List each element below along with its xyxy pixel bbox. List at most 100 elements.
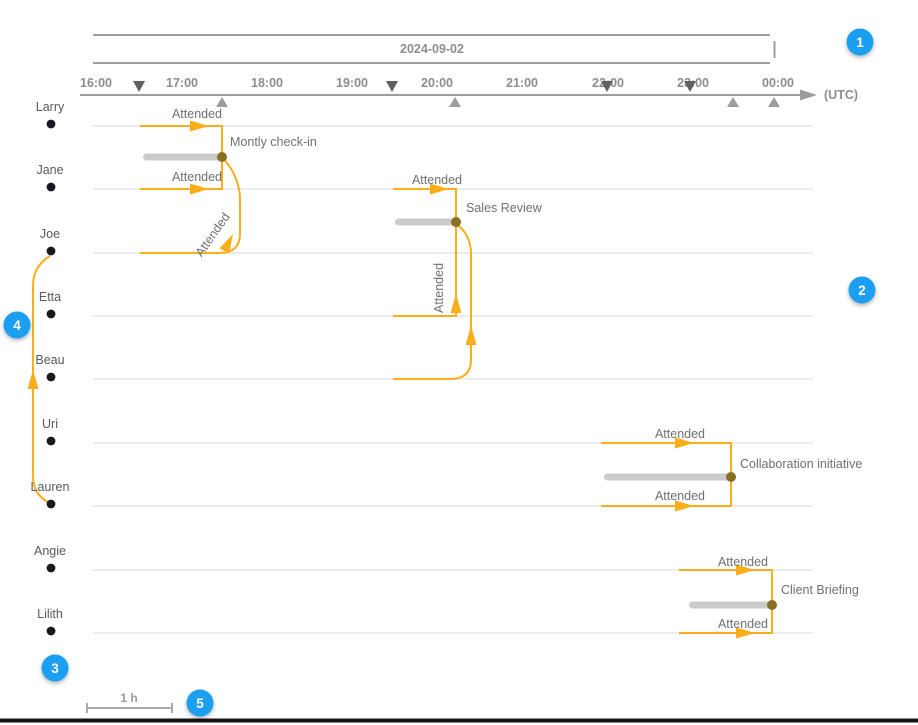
annotation-badge-1: 1 [846, 28, 874, 56]
person-label-lilith: Lilith [37, 607, 63, 621]
annotation-badge-4: 4 [3, 311, 31, 339]
event-label: Sales Review [466, 201, 543, 215]
attended-label-etta: Attended [432, 263, 446, 313]
date-label: 2024-09-02 [400, 42, 464, 56]
badge-circle [846, 28, 874, 56]
attended-label-angie: Attended [718, 555, 768, 569]
attended-edge-beau [393, 224, 472, 380]
tick-19: 19:00 [336, 76, 368, 90]
scale-label: 1 h [120, 691, 137, 705]
person-label-jane: Jane [36, 163, 63, 177]
person-label-joe: Joe [40, 227, 60, 241]
tick-21: 21:00 [506, 76, 538, 90]
attended-arrow-icon [736, 627, 755, 639]
person-label-larry: Larry [36, 100, 65, 114]
attended-edge-lilith [679, 605, 773, 634]
person-dot-etta[interactable] [46, 309, 56, 319]
annotation-badge-2: 2 [848, 276, 876, 304]
badge-number: 5 [196, 696, 204, 711]
event-end-marker-icon [216, 97, 228, 107]
tick-00: 00:00 [762, 76, 794, 90]
tick-17: 17:00 [166, 76, 198, 90]
axis-arrow-icon [800, 89, 817, 101]
badge-circle [848, 276, 876, 304]
event-label: Collaboration initiative [740, 457, 862, 471]
attended-edge-jane [393, 188, 457, 222]
event-start-marker-icon [684, 81, 696, 92]
attended-label-uri: Attended [655, 427, 705, 441]
person-dot-larry[interactable] [46, 119, 56, 129]
tick-20: 20:00 [421, 76, 453, 90]
attended-label-larry: Attended [172, 107, 222, 121]
bottom-border [0, 718, 918, 723]
event-start-marker-icon [386, 81, 398, 92]
date-band: 2024-09-02 [93, 34, 776, 64]
attended-arrow-icon [430, 183, 449, 195]
attended-arrow-icon [465, 326, 477, 345]
event-start-marker-icon [601, 81, 613, 92]
event-dot[interactable] [217, 152, 227, 162]
event-label: Client Briefing [781, 583, 859, 597]
attended-edge-lauren [601, 477, 732, 507]
badge-number: 2 [858, 283, 866, 298]
attended-arrow-icon [736, 564, 755, 576]
person-label-beau: Beau [35, 353, 64, 367]
relation-edge-lauren-joe [27, 255, 51, 504]
event-bar[interactable] [604, 473, 731, 481]
person-dot-angie[interactable] [46, 563, 56, 573]
person-dot-jane[interactable] [46, 182, 56, 192]
event-bar[interactable] [395, 218, 456, 226]
event-client-briefing: Attended Attended Client Briefing [679, 555, 859, 639]
attended-arrow-icon [190, 120, 209, 132]
attended-edge-larry [140, 125, 223, 157]
event-bar[interactable] [143, 153, 222, 161]
attended-label-jane: Attended [172, 170, 222, 184]
badge-circle [41, 654, 69, 682]
person-label-uri: Uri [42, 417, 58, 431]
person-axis: Larry Jane Joe Etta Beau Uri Lauren Angi… [31, 100, 70, 636]
relation-arrow-icon [27, 370, 39, 389]
person-label-angie: Angie [34, 544, 66, 558]
badge-circle [186, 689, 214, 717]
attended-label-jane: Attended [412, 173, 462, 187]
attended-edge-etta [393, 224, 457, 317]
scale-legend: 1 h [86, 691, 173, 713]
attended-arrow-icon [190, 183, 209, 195]
badge-circle [3, 311, 31, 339]
event-dot[interactable] [451, 217, 461, 227]
event-label: Montly check-in [230, 135, 317, 149]
person-dot-lauren[interactable] [46, 499, 56, 509]
person-dot-uri[interactable] [46, 436, 56, 446]
annotation-badge-5: 5 [186, 689, 214, 717]
person-label-etta: Etta [39, 290, 61, 304]
event-end-marker-icon [768, 97, 780, 107]
badge-number: 3 [51, 661, 59, 676]
event-sales-review: Attended Attended Sales Review [393, 173, 543, 380]
person-dot-beau[interactable] [46, 372, 56, 382]
tick-16: 16:00 [80, 76, 112, 90]
attended-edge-angie [679, 569, 773, 605]
event-montly-check-in: Attended Attended Attended Montly check-… [140, 107, 317, 259]
badge-number: 4 [13, 318, 21, 333]
event-start-marker-icon [133, 81, 145, 92]
event-end-marker-icon [449, 97, 461, 107]
time-axis: 16:00 17:00 18:00 19:00 20:00 21:00 22:0… [80, 76, 858, 107]
person-dot-lilith[interactable] [46, 626, 56, 636]
person-dot-joe[interactable] [46, 246, 56, 256]
tick-18: 18:00 [251, 76, 283, 90]
attended-label-lauren: Attended [655, 489, 705, 503]
event-dot[interactable] [767, 600, 777, 610]
axis-unit-label: (UTC) [824, 88, 858, 102]
event-end-marker-icon [727, 97, 739, 107]
annotation-badge-3: 3 [41, 654, 69, 682]
event-collaboration-initiative: Attended Attended Collaboration initiati… [601, 427, 862, 512]
attended-arrow-icon [219, 234, 233, 254]
event-dot[interactable] [726, 472, 736, 482]
attended-edge-jane [140, 157, 223, 190]
person-label-lauren: Lauren [31, 480, 70, 494]
attended-arrow-icon [675, 437, 694, 449]
event-bar[interactable] [689, 601, 772, 609]
attended-label-lilith: Attended [718, 617, 768, 631]
